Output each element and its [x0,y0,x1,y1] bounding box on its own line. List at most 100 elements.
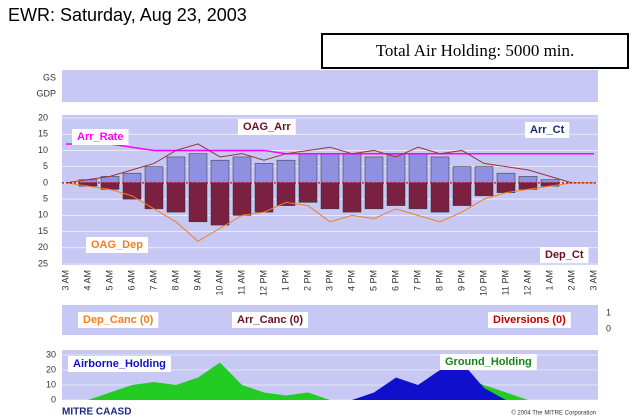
bar [496,172,516,184]
program-panel [62,70,598,102]
x-tick-label: 9 PM [456,270,466,291]
bar [210,159,230,184]
legend-box [72,129,129,145]
legend-label: Dep_Ct [545,249,584,261]
x-tick-label: 3 PM [324,270,334,291]
x-tick-label: 4 PM [346,270,356,291]
y-tick-label: 30 [46,349,56,359]
cancel-box [488,312,571,328]
bar [210,182,230,226]
bar [232,182,252,216]
cancel-box [232,312,309,328]
x-tick-label: 10 AM [214,270,224,296]
y-tick-label: 0 [43,177,48,187]
x-tick-label: 6 AM [126,270,136,291]
y-tick-label: 5 [43,193,48,203]
y-tick-label: 15 [38,226,48,236]
bar [144,166,164,184]
bar [474,166,494,184]
title: EWR: Saturday, Aug 23, 2003 [8,5,247,25]
x-tick-label: 1 PM [280,270,290,291]
bar [386,153,406,184]
bar [166,182,186,213]
cancel-label: Diversions (0) [493,314,566,326]
bar [496,182,516,193]
bar [320,153,340,184]
y-tick-label: 10 [38,210,48,220]
legend-label: Ground_Holding [445,356,532,368]
bar [188,153,208,184]
bar [254,182,274,213]
y-tick-label: 5 [43,161,48,171]
cancel-box [78,312,159,328]
bar [430,156,450,184]
x-tick-label: 12 PM [258,270,268,296]
x-tick-label: 5 PM [368,270,378,291]
y-tick-label: 10 [38,145,48,155]
series-line [65,143,594,184]
gs-label: GS [43,72,56,82]
bar [232,156,252,184]
y-tick-label: 20 [38,242,48,252]
cancel-label: Arr_Canc (0) [237,314,303,326]
bar [342,153,362,184]
x-tick-label: 9 AM [192,270,202,291]
logo: MITRE CAASD [62,407,131,418]
x-tick-label: 8 AM [170,270,180,291]
total-holding: Total Air Holding: 5000 min. [376,41,575,60]
legend-box [238,119,296,135]
bar [452,182,472,206]
bar [122,172,142,184]
y-tick-label: 0 [51,394,56,404]
bar [254,163,274,184]
holding-box [321,33,629,69]
series-line [66,143,594,155]
bar [298,153,318,184]
x-tick-label: 4 AM [82,270,92,291]
x-tick-label: 11 AM [236,270,246,295]
bar [166,156,186,184]
legend-box [68,356,171,372]
bar [276,159,296,184]
y-tick-label: 15 [38,129,48,139]
y-tick-label: 10 [46,379,56,389]
x-tick-label: 7 AM [148,270,158,291]
bar [320,182,340,210]
y-tick-label: 20 [38,112,48,122]
copyright: © 2004 The MITRE Corporation [511,410,596,417]
bar [408,153,428,184]
bar [430,182,450,213]
x-tick-label: 2 AM [566,270,576,291]
legend-label: Arr_Rate [77,131,123,143]
cancel-label: Dep_Canc (0) [83,314,154,326]
legend-box [525,122,570,138]
bar [298,182,318,203]
bar [364,156,384,184]
bar [342,182,362,213]
x-tick-label: 1 AM [544,270,554,291]
gdp-label: GDP [36,88,56,98]
x-tick-label: 7 PM [412,270,422,291]
holding-area [66,362,594,400]
series-line [65,182,594,242]
bar [386,182,406,206]
legend-label: Arr_Ct [530,124,565,136]
x-tick-label: 3 AM [60,270,70,291]
y2-tick-label: 1 [606,307,611,317]
bar [518,176,538,184]
bar [122,182,142,200]
x-tick-label: 8 PM [434,270,444,291]
x-tick-label: 6 PM [390,270,400,291]
bar [452,166,472,184]
x-tick-label: 10 PM [478,270,488,296]
legend-box [440,354,537,370]
legend-box [86,237,148,253]
y-tick-label: 25 [38,258,48,268]
x-tick-label: 11 PM [500,270,510,295]
x-tick-label: 3 AM [588,270,598,291]
bar [188,182,208,223]
legend-box [540,247,589,263]
y2-tick-label: 0 [606,323,611,333]
x-tick-label: 5 AM [104,270,114,291]
